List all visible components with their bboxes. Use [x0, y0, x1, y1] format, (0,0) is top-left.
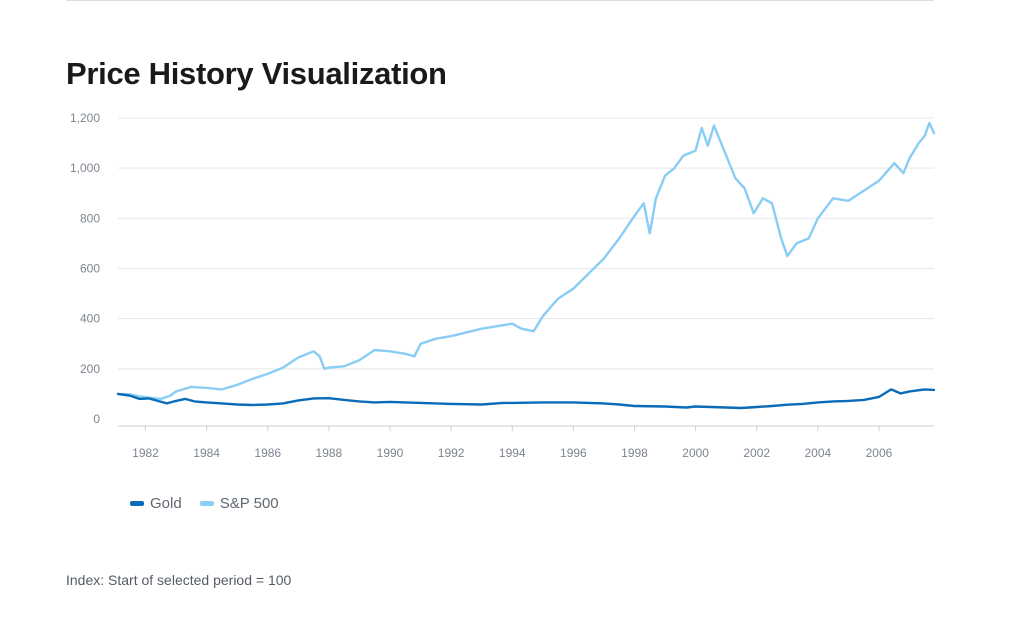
y-tick-label: 800 [80, 211, 100, 225]
legend-swatch-sp500 [199, 501, 214, 506]
legend-item-gold[interactable]: Gold [130, 495, 182, 512]
legend-label-gold: Gold [150, 495, 182, 512]
x-tick-label: 2000 [682, 446, 709, 460]
x-tick-label: 2004 [805, 446, 832, 460]
y-tick-label: 0 [93, 412, 100, 426]
legend-label-sp500: S&P 500 [219, 495, 279, 512]
x-tick-label: 2006 [866, 446, 893, 460]
x-tick-label: 1992 [438, 446, 465, 460]
x-tick-label: 1982 [132, 446, 159, 460]
x-tick-label: 1990 [377, 446, 404, 460]
y-tick-label: 1,200 [70, 111, 100, 125]
x-tick-label: 1994 [499, 446, 526, 460]
x-tick-label: 1996 [560, 446, 587, 460]
y-tick-label: 200 [80, 362, 100, 376]
x-tick-label: 2002 [743, 446, 770, 460]
x-tick-label: 1998 [621, 446, 648, 460]
chart-title: Price History Visualization [66, 56, 447, 91]
legend-swatch-gold [130, 501, 144, 506]
top-divider [66, 0, 934, 1]
x-tick-label: 1988 [316, 446, 343, 460]
x-tick-label: 1984 [193, 446, 220, 460]
legend-item-sp500[interactable]: S&P 500 [199, 495, 279, 512]
chart-legend: Gold S&P 500 [130, 495, 279, 512]
series-line-gold [116, 388, 936, 410]
y-tick-label: 400 [80, 312, 100, 326]
x-tick-label: 1986 [254, 446, 281, 460]
series-line-sp500 [116, 121, 936, 401]
footnote: Index: Start of selected period = 100 [66, 572, 292, 588]
y-tick-label: 1,000 [70, 161, 100, 175]
y-tick-label: 600 [80, 262, 100, 276]
